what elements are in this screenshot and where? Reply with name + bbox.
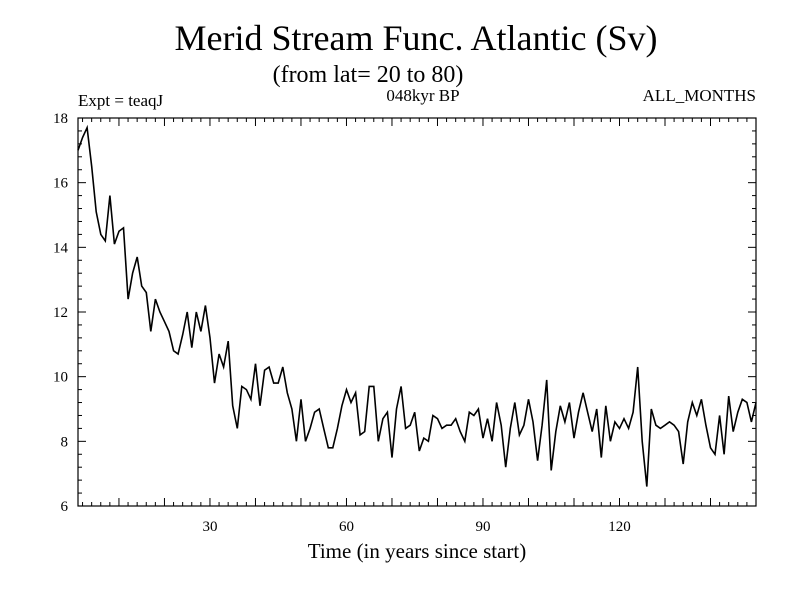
chart-subtitle: (from lat= 20 to 80) — [273, 62, 464, 88]
tick-labels: 30 60 90 120 6 8 10 12 14 16 18 — [53, 111, 631, 535]
x-axis-label: Time (in years since start) — [308, 539, 527, 563]
y-tick-label: 18 — [53, 111, 68, 127]
tick-marks — [78, 117, 757, 507]
y-tick-label: 8 — [61, 434, 69, 450]
y-tick-label: 16 — [53, 176, 69, 192]
y-tick-label: 10 — [53, 370, 68, 386]
y-tick-label: 14 — [53, 240, 69, 256]
chart-title: Merid Stream Func. Atlantic (Sv) — [175, 18, 658, 58]
x-tick-label: 120 — [608, 519, 631, 535]
x-tick-label: 30 — [202, 519, 217, 535]
y-tick-label: 6 — [61, 499, 69, 515]
y-tick-label: 12 — [53, 305, 68, 321]
months-label: ALL_MONTHS — [643, 86, 756, 105]
period-label: 048kyr BP — [386, 86, 459, 105]
x-tick-label: 90 — [475, 519, 490, 535]
plot-frame — [77, 117, 757, 507]
x-tick-label: 60 — [339, 519, 354, 535]
data-line — [77, 124, 757, 487]
experiment-label: Expt = teaqJ — [78, 91, 164, 110]
